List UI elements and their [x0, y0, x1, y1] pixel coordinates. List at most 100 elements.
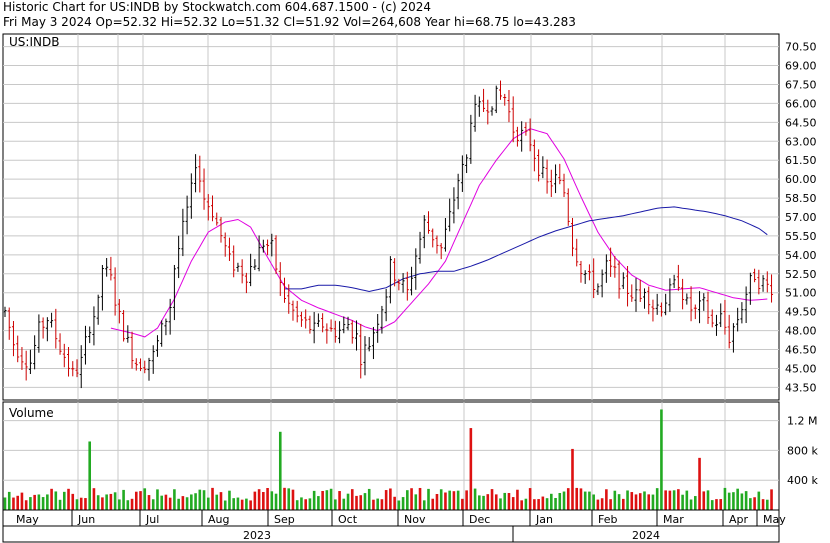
- volume-bar: [41, 497, 45, 510]
- short-moving-average: [110, 128, 768, 338]
- volume-bar: [647, 494, 651, 510]
- volume-bar: [613, 490, 617, 510]
- volume-bar: [541, 496, 545, 510]
- volume-bar: [651, 494, 655, 510]
- volume-bar: [79, 497, 83, 510]
- volume-bar: [312, 490, 316, 510]
- volume-bar: [168, 497, 172, 510]
- volume-bar: [359, 495, 363, 510]
- volume-bar: [287, 488, 291, 510]
- volume-bar: [101, 497, 104, 510]
- month-label: Apr: [729, 513, 749, 526]
- volume-bar: [681, 494, 684, 510]
- volume-bar: [566, 488, 570, 510]
- volume-bar: [350, 489, 354, 510]
- price-tick-label: 45.00: [785, 362, 817, 375]
- volume-bar: [342, 498, 346, 510]
- price-tick-label: 52.50: [785, 268, 817, 281]
- volume-bar: [761, 499, 765, 510]
- volume-bar: [397, 500, 401, 510]
- volume-bar: [715, 499, 718, 510]
- volume-bar: [37, 494, 41, 510]
- volume-bar: [160, 495, 163, 510]
- volume-bar: [139, 491, 142, 510]
- volume-bar: [473, 488, 477, 510]
- volume-bar: [389, 488, 392, 510]
- volume-bar: [75, 499, 79, 510]
- volume-bar: [126, 500, 130, 510]
- volume-bar: [270, 491, 274, 510]
- volume-bar: [490, 489, 494, 510]
- month-label: Jun: [77, 513, 95, 526]
- volume-bar: [630, 492, 634, 510]
- volume-bar: [520, 500, 523, 510]
- volume-bar: [329, 488, 333, 510]
- volume-bar: [414, 494, 418, 510]
- volume-bar: [211, 487, 214, 510]
- volume-bar: [740, 493, 744, 510]
- price-tick-label: 67.50: [785, 78, 817, 91]
- volume-bar: [753, 497, 756, 510]
- volume-bar: [478, 495, 481, 510]
- volume-bar: [223, 500, 227, 510]
- volume-bar: [406, 490, 409, 510]
- volume-bar: [600, 498, 604, 510]
- volume-bar: [668, 490, 672, 510]
- volume-bar: [583, 491, 587, 510]
- volume-bar: [702, 491, 706, 510]
- price-tick-label: 54.00: [785, 249, 817, 262]
- volume-bar: [384, 490, 388, 510]
- moving-averages: [110, 128, 768, 338]
- volume-bar: [177, 498, 180, 510]
- volume-bar: [482, 495, 485, 510]
- volume-bar: [626, 490, 629, 510]
- volume-bar: [380, 499, 384, 510]
- volume-bar: [689, 499, 693, 510]
- volume-bar: [550, 493, 553, 510]
- volume-bar: [672, 490, 676, 510]
- volume-bar: [562, 491, 566, 510]
- volume-bar: [29, 497, 32, 510]
- volume-bar: [113, 492, 117, 510]
- volume-bar: [609, 499, 612, 510]
- month-label: Aug: [208, 513, 229, 526]
- volume-bar: [596, 499, 600, 510]
- volume-bar: [190, 494, 193, 510]
- volume-bar: [181, 496, 185, 510]
- volume-bar: [393, 496, 396, 510]
- price-tick-label: 46.50: [785, 344, 817, 357]
- volume-bar: [588, 491, 591, 510]
- volume-bar: [744, 491, 748, 510]
- volume-bar: [685, 490, 689, 510]
- volume-bar: [431, 498, 435, 510]
- volume-bar: [84, 498, 87, 510]
- volume-bar: [249, 500, 252, 510]
- volume-bar: [494, 494, 498, 510]
- volume-bar: [274, 493, 278, 510]
- volume-bar: [50, 488, 53, 510]
- volume-bar: [88, 441, 91, 510]
- month-label: Mar: [663, 513, 684, 526]
- volume-bar: [96, 495, 100, 510]
- volume-bar: [723, 487, 727, 510]
- chart-grid: [3, 34, 779, 510]
- volume-bar: [757, 491, 761, 510]
- volume-bar: [283, 487, 286, 510]
- volume-bar: [62, 491, 66, 510]
- volume-bar: [54, 491, 58, 510]
- volume-bar: [198, 489, 202, 510]
- month-label: Nov: [404, 513, 426, 526]
- volume-bar: [710, 500, 714, 510]
- volume-bar: [511, 497, 515, 510]
- volume-bar: [579, 488, 583, 510]
- price-axis-labels: 70.50 69.00 67.50 66.00 64.50 63.00 61.50 60.00…: [785, 41, 817, 395]
- volume-bar: [338, 491, 341, 510]
- year-label: 2023: [243, 529, 271, 542]
- volume-bar: [736, 488, 739, 510]
- volume-bar: [118, 499, 121, 510]
- volume-bar: [465, 490, 468, 510]
- volume-bar: [719, 499, 723, 510]
- volume-bar: [20, 492, 24, 510]
- volume-bar: [291, 489, 295, 510]
